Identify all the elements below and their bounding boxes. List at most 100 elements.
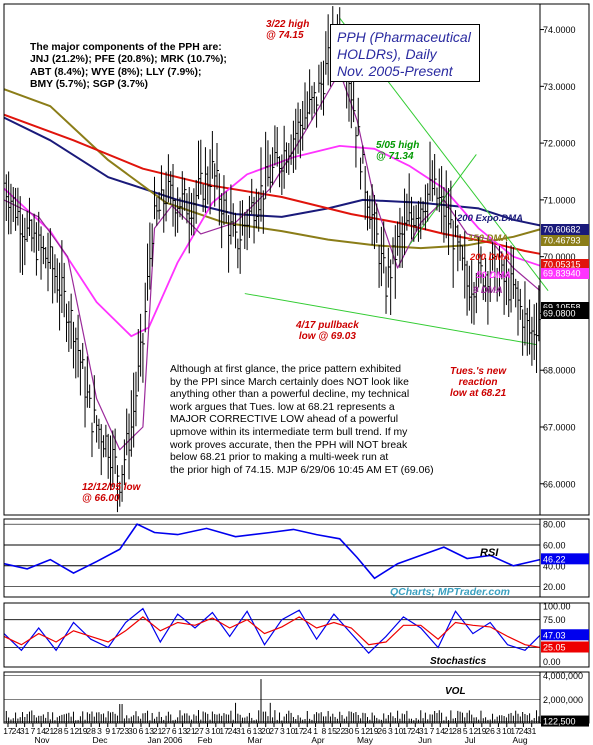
stoch-value-label: 25.05	[543, 642, 566, 652]
x-tick-label: 31	[20, 726, 30, 736]
annotation-line: Tues.'s new	[450, 366, 507, 377]
x-tick-label: 21	[45, 726, 55, 736]
x-tick-label: 19	[477, 726, 487, 736]
panel-frame-vol	[3, 671, 590, 724]
annotation-line: 3/22 high	[266, 19, 310, 30]
annotation-line: 4/17 pullback	[296, 320, 359, 331]
x-tick-label: 15	[327, 726, 337, 736]
vol-label: VOL	[445, 686, 466, 697]
x-tick-label: 24	[12, 726, 22, 736]
value-tag-label: 70.05315	[543, 260, 581, 270]
x-tick-label: 7	[430, 726, 435, 736]
price-tick-label: 72.0000	[543, 139, 576, 149]
x-tick-label: 13	[178, 726, 188, 736]
rsi-tick-label: 60.00	[543, 541, 566, 551]
x-tick-label: 8	[322, 726, 327, 736]
price-tick-label: 67.0000	[543, 422, 576, 432]
watermark: QCharts; MPTrader.com	[390, 586, 511, 598]
x-tick-label: 6	[172, 726, 177, 736]
month-label: Dec	[92, 735, 108, 745]
value-tag	[541, 224, 589, 235]
x-tick-label: 7	[31, 726, 36, 736]
commentary-line: upmove within its intermediate term bull…	[170, 426, 408, 438]
x-tick-label: 23	[120, 726, 130, 736]
commentary-line: work argues that Tues. low at 68.21 repr…	[170, 401, 395, 413]
commentary-line: below 68.21 prior to making a multi-week…	[170, 452, 389, 464]
x-tick-label: 3	[388, 726, 393, 736]
annotation-line: low @ 69.03	[298, 331, 356, 342]
annotation-line: @ 71.34	[376, 151, 414, 162]
x-tick-label: 21	[153, 726, 163, 736]
x-tick-label: 17	[219, 726, 229, 736]
rsi-value-label: 46.22	[543, 554, 566, 564]
x-tick-label: 14	[436, 726, 446, 736]
x-tick-label: 17	[111, 726, 121, 736]
rsi-tick-label: 20.00	[543, 582, 566, 592]
x-tick-label: 31	[527, 726, 537, 736]
x-tick-label: 17	[294, 726, 304, 736]
value-tag-label: 69.10558	[543, 303, 581, 313]
month-label: Jul	[465, 735, 476, 745]
stoch-line-0	[3, 607, 541, 654]
x-tick-label: 12	[361, 726, 371, 736]
x-tick-label: 10	[286, 726, 296, 736]
vol-tick-label: 2,000,000	[543, 695, 583, 705]
components-text: The major components of the PPH are: JNJ…	[30, 42, 227, 92]
x-tick-label: 31	[419, 726, 429, 736]
x-tick-label: 22	[336, 726, 346, 736]
vol-tick-label: 4,000,000	[543, 671, 583, 681]
price-tick-label: 74.0000	[543, 25, 576, 35]
vol-value-tag	[541, 715, 589, 727]
stoch-value-label: 47.03	[543, 630, 566, 640]
x-tick-label: 3	[97, 726, 102, 736]
commentary-line: the prior high of 74.15. MJP 6/29/06 10:…	[170, 464, 434, 476]
label-150-dma: 150 DMA	[468, 233, 509, 244]
x-tick-label: 12	[469, 726, 479, 736]
x-tick-label: 27	[194, 726, 204, 736]
month-label: Aug	[512, 735, 527, 745]
value-tag	[541, 302, 589, 313]
month-label: Nov	[34, 735, 50, 745]
value-tag-label: 70.60682	[543, 225, 581, 235]
label-50-dma: 50 DMA	[476, 270, 511, 281]
x-tick-label: 24	[303, 726, 313, 736]
x-tick-label: 31	[236, 726, 246, 736]
month-label: Jun	[418, 735, 432, 745]
x-tick-label: 28	[86, 726, 96, 736]
x-tick-label: 24	[228, 726, 238, 736]
stoch-value-tag	[541, 629, 589, 641]
x-tick-label: 13	[145, 726, 155, 736]
annotation-tues-low: Tues.'s new reaction low at 68.21	[450, 366, 506, 399]
label-9-dma: 9 DMA	[473, 285, 503, 296]
x-tick-label: 6	[139, 726, 144, 736]
ma-line-2	[3, 113, 541, 255]
x-tick-label: 1	[313, 726, 318, 736]
value-tag	[541, 308, 589, 319]
stoch-value-tag	[541, 641, 589, 653]
components-line: ABT (8.4%); WYE (8%); LLY (7.9%);	[30, 66, 202, 78]
x-tick-label: 14	[37, 726, 47, 736]
x-tick-label: 24	[411, 726, 421, 736]
annotation-line: 12/12/05 low	[82, 482, 141, 493]
x-tick-label: 27	[269, 726, 279, 736]
x-tick-label: 21	[186, 726, 196, 736]
x-tick-label: 20	[261, 726, 271, 736]
vol-tick-label: 122,500	[543, 717, 576, 727]
value-tag	[541, 259, 589, 270]
stoch-tick-label: 75.00	[543, 615, 566, 625]
components-line: The major components of the PPH are:	[30, 42, 222, 53]
x-tick-label: 17	[402, 726, 412, 736]
x-tick-label: 13	[253, 726, 263, 736]
trendline	[244, 293, 537, 346]
commentary-line: MAJOR CORRECTIVE LOW ahead of a powerful	[170, 414, 399, 426]
x-tick-label: 19	[78, 726, 88, 736]
x-tick-label: 27	[161, 726, 171, 736]
chart-title-box: PPH (Pharmaceutical HOLDRs), Daily Nov. …	[330, 24, 480, 82]
commentary-line: work proves accurate, then the PPH will …	[170, 439, 408, 451]
price-tick-label: 73.0000	[543, 82, 576, 92]
title-line-3: Nov. 2005-Present	[337, 63, 453, 79]
annotation-505-high: 5/05 high @ 71.34	[376, 140, 419, 162]
stoch-line-1	[3, 616, 541, 649]
price-tick-label: 71.0000	[543, 195, 576, 205]
